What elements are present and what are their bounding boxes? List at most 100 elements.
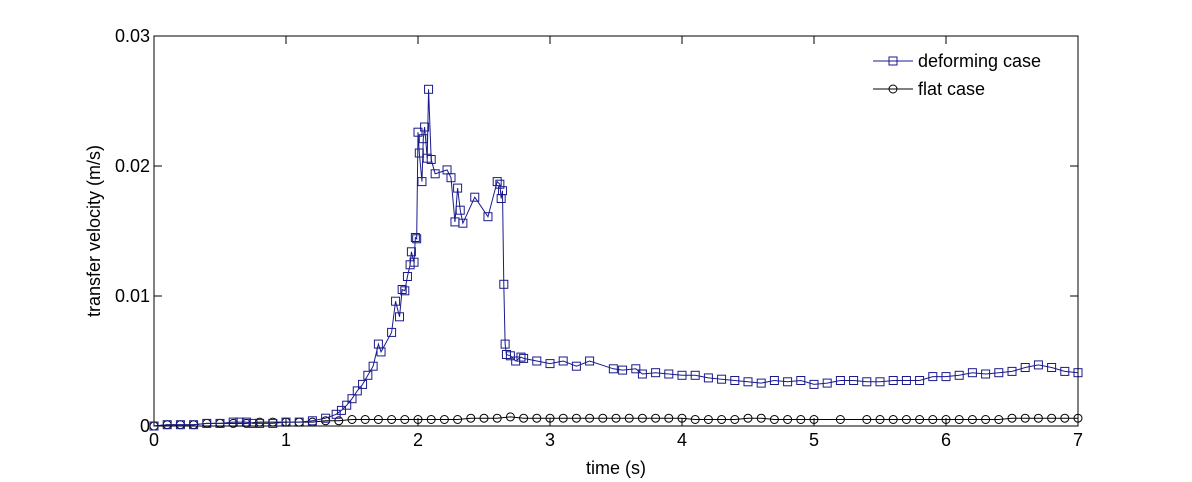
data-point-deforming-case — [387, 327, 397, 337]
data-point-deforming-case — [703, 373, 713, 383]
data-point-flat-case — [1007, 413, 1017, 423]
data-point-deforming-case — [162, 420, 172, 430]
data-point-deforming-case — [368, 361, 378, 371]
data-point-deforming-case — [417, 177, 427, 187]
data-point-deforming-case — [458, 218, 468, 228]
data-point-flat-case — [835, 415, 845, 424]
data-point-deforming-case — [967, 368, 977, 378]
data-point-deforming-case — [453, 183, 463, 193]
legend-label: flat case — [918, 79, 985, 99]
x-tick-label: 7 — [1073, 430, 1083, 450]
data-point-deforming-case — [796, 376, 806, 385]
data-point-deforming-case — [981, 369, 991, 379]
data-point-deforming-case — [994, 368, 1004, 378]
data-point-deforming-case — [500, 339, 510, 349]
data-point-deforming-case — [769, 376, 779, 385]
x-tick-label: 1 — [281, 430, 291, 450]
data-point-deforming-case — [414, 148, 424, 158]
data-point-deforming-case — [376, 347, 386, 357]
data-point-flat-case — [875, 415, 885, 424]
data-point-flat-case — [981, 415, 991, 424]
data-point-flat-case — [426, 415, 436, 424]
series-line-flat-case — [153, 416, 1078, 427]
data-point-deforming-case — [901, 376, 911, 385]
x-tick-label: 0 — [149, 430, 159, 450]
legend-label: deforming case — [918, 51, 1041, 71]
data-point-deforming-case — [189, 420, 199, 430]
data-point-deforming-case — [418, 134, 428, 144]
data-point-deforming-case — [409, 257, 419, 267]
data-point-deforming-case — [618, 365, 628, 375]
data-point-flat-case — [585, 413, 595, 423]
data-point-deforming-case — [495, 179, 505, 189]
data-point-deforming-case — [631, 364, 641, 374]
data-point-deforming-case — [255, 418, 265, 428]
data-point-flat-case — [558, 413, 568, 423]
data-point-deforming-case — [783, 377, 793, 387]
legend-swatch-marker — [888, 84, 898, 94]
legend-swatch-marker — [888, 56, 898, 66]
y-tick-label: 0.01 — [115, 286, 150, 306]
data-point-deforming-case — [928, 372, 938, 382]
series-layer — [149, 84, 1083, 431]
data-point-deforming-case — [585, 356, 595, 366]
data-point-flat-case — [387, 415, 397, 424]
data-point-deforming-case — [822, 378, 832, 388]
data-point-flat-case — [505, 412, 515, 422]
data-point-deforming-case — [391, 296, 401, 306]
data-point-flat-case — [796, 415, 806, 424]
data-point-flat-case — [783, 415, 793, 424]
data-point-flat-case — [519, 413, 529, 423]
data-point-flat-case — [1020, 413, 1030, 423]
data-point-deforming-case — [941, 372, 951, 382]
data-point-deforming-case — [717, 374, 727, 384]
data-point-flat-case — [651, 413, 661, 423]
data-point-deforming-case — [1060, 366, 1070, 376]
data-point-deforming-case — [446, 173, 456, 183]
data-point-deforming-case — [395, 312, 405, 322]
data-point-deforming-case — [677, 370, 687, 380]
data-point-flat-case — [598, 413, 608, 423]
data-point-deforming-case — [862, 377, 872, 387]
data-point-flat-case — [400, 415, 410, 424]
data-point-deforming-case — [363, 370, 373, 380]
data-point-deforming-case — [1047, 363, 1057, 372]
x-tick-label: 5 — [809, 430, 819, 450]
x-axis-label: time (s) — [586, 458, 646, 478]
legend-item-deforming-case: deforming case — [873, 51, 1041, 71]
data-point-flat-case — [690, 415, 700, 424]
x-tick-label: 4 — [677, 430, 687, 450]
data-point-flat-case — [373, 415, 383, 424]
data-point-deforming-case — [248, 418, 258, 428]
plot-frame — [153, 35, 1079, 427]
data-point-flat-case — [1047, 413, 1057, 423]
data-point-deforming-case — [915, 376, 925, 385]
data-point-deforming-case — [954, 370, 964, 380]
data-point-deforming-case — [342, 400, 352, 410]
data-point-deforming-case — [470, 192, 480, 202]
x-tick-label: 3 — [545, 430, 555, 450]
data-point-deforming-case — [637, 369, 647, 379]
data-point-deforming-case — [413, 127, 423, 137]
data-point-deforming-case — [608, 364, 618, 374]
data-point-deforming-case — [756, 378, 766, 388]
data-point-deforming-case — [402, 272, 412, 281]
data-point-deforming-case — [651, 368, 661, 378]
data-point-deforming-case — [406, 247, 416, 257]
data-point-deforming-case — [849, 376, 859, 385]
data-point-deforming-case — [1020, 363, 1030, 372]
data-point-flat-case — [994, 415, 1004, 424]
data-point-deforming-case — [558, 356, 568, 366]
data-point-deforming-case — [690, 370, 700, 380]
ticks-layer: 0 1 2 3 4 5 6 7 0 0.01 0.02 0.03 — [115, 26, 1083, 450]
data-point-flat-case — [954, 415, 964, 424]
data-point-flat-case — [637, 413, 647, 423]
data-point-deforming-case — [455, 205, 465, 215]
data-point-flat-case — [888, 415, 898, 424]
data-point-deforming-case — [412, 234, 422, 244]
x-tick-label: 2 — [413, 430, 423, 450]
data-point-deforming-case — [1007, 366, 1017, 376]
data-point-flat-case — [928, 415, 938, 424]
legend: deforming case flat case — [873, 51, 1041, 99]
